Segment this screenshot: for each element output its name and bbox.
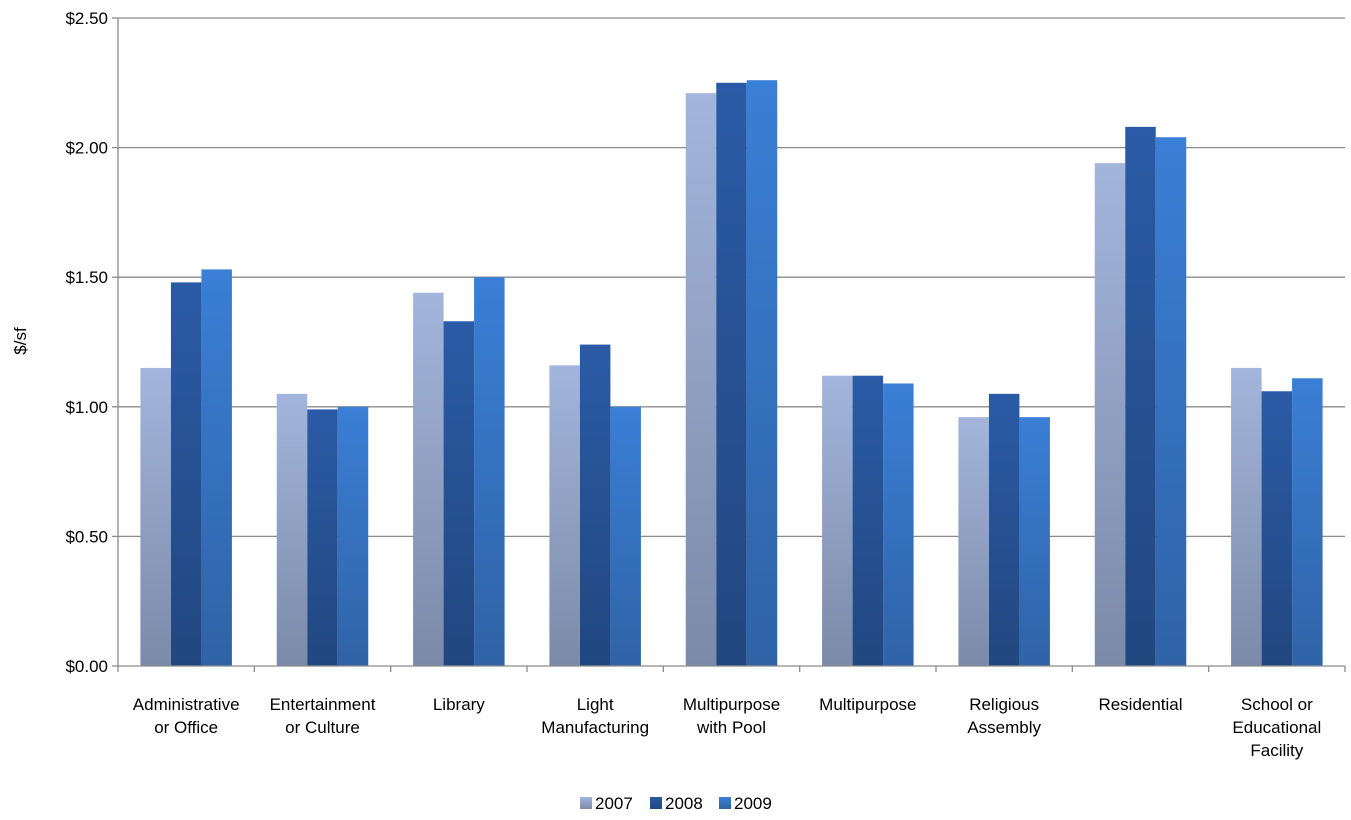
y-tick-label: $2.50 <box>65 9 108 28</box>
bar-2007-7 <box>1094 163 1126 667</box>
bar-2007-0 <box>140 367 171 666</box>
bar-2008-8 <box>1261 391 1293 666</box>
bar-2008-1 <box>307 409 338 666</box>
bar-2009-1 <box>337 406 369 666</box>
axes <box>117 18 1346 672</box>
bar-2008-4 <box>716 82 747 667</box>
bar-2009-2 <box>474 277 505 666</box>
x-tick-label: School or Educational Facility <box>1232 695 1321 760</box>
legend: 2007 2008 2009 <box>580 794 772 813</box>
legend-label-2008: 2008 <box>665 794 703 813</box>
bar-2007-8 <box>1231 367 1262 666</box>
legend-swatch-2008 <box>650 797 662 809</box>
bar-2009-8 <box>1292 378 1323 666</box>
y-axis-ticks: $0.00 $0.50 $1.00 $1.50 $2.00 $2.50 <box>65 9 118 676</box>
x-tick-label: Library <box>433 695 485 714</box>
bar-2009-3 <box>610 406 641 666</box>
bar-2008-7 <box>1125 126 1156 666</box>
bar-2008-3 <box>579 344 611 666</box>
x-tick-label: Light Manufacturing <box>541 695 649 737</box>
bar-2008-0 <box>170 282 202 666</box>
x-tick-label: Entertainment or Culture <box>270 695 376 737</box>
y-axis-title: $/sf <box>11 327 30 355</box>
bar-2009-0 <box>201 269 232 666</box>
bar-2008-6 <box>988 393 1020 666</box>
y-tick-label: $1.50 <box>65 268 108 287</box>
x-tick-label: Multipurpose with Pool <box>683 695 780 737</box>
bar-2009-4 <box>746 80 778 666</box>
legend-label-2007: 2007 <box>595 794 633 813</box>
y-tick-label: $0.00 <box>65 657 108 676</box>
bars <box>140 80 1323 667</box>
bar-2007-6 <box>958 417 989 666</box>
bar-2009-6 <box>1019 417 1050 666</box>
y-tick-label: $2.00 <box>65 139 108 158</box>
x-tick-label: Religious Assembly <box>967 695 1041 737</box>
y-tick-label: $0.50 <box>65 527 108 546</box>
bar-2007-4 <box>685 93 717 667</box>
bar-2007-2 <box>413 292 444 666</box>
bar-2009-5 <box>883 383 914 666</box>
bar-2007-3 <box>549 365 580 666</box>
x-tick-label: Administrative or Office <box>133 695 240 737</box>
legend-swatch-2009 <box>719 797 731 809</box>
x-tick-label: Residential <box>1098 695 1182 714</box>
legend-swatch-2007 <box>580 797 592 809</box>
category-labels: Administrative or Office Entertainment or C… <box>133 695 1321 760</box>
bar-2008-2 <box>443 321 475 666</box>
y-tick-label: $1.00 <box>65 398 108 417</box>
bar-2009-7 <box>1155 137 1187 666</box>
legend-label-2009: 2009 <box>734 794 772 813</box>
x-tick-label: Multipurpose <box>819 695 916 714</box>
bar-2007-1 <box>276 393 308 666</box>
bar-2007-5 <box>822 375 853 666</box>
bar-2008-5 <box>852 375 884 666</box>
